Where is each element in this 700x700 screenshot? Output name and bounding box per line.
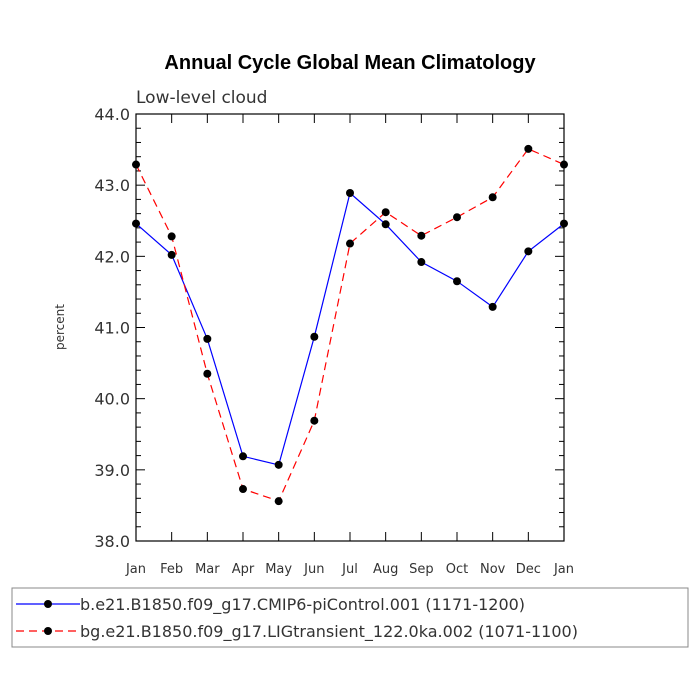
x-tick-label: Sep	[409, 562, 434, 577]
x-tick-label: Aug	[373, 562, 398, 577]
data-point	[346, 188, 354, 197]
data-point	[132, 219, 140, 228]
data-point	[274, 460, 283, 469]
data-point	[453, 277, 461, 286]
data-point	[524, 247, 533, 256]
series-2	[132, 144, 568, 506]
x-tick-label: Feb	[160, 562, 183, 577]
legend-marker	[44, 600, 52, 608]
data-point	[417, 231, 426, 240]
y-tick-label: 42.0	[94, 247, 130, 266]
data-point	[488, 193, 497, 202]
data-point	[560, 160, 568, 169]
data-point	[524, 144, 533, 153]
data-point	[239, 452, 247, 461]
data-point	[346, 239, 354, 248]
data-point	[203, 369, 212, 378]
data-point	[417, 258, 426, 267]
x-tick-label: Apr	[232, 562, 255, 577]
data-point	[310, 332, 319, 341]
y-tick-label: 41.0	[94, 319, 130, 338]
data-point	[381, 220, 390, 229]
data-point	[203, 334, 212, 343]
series-line	[135, 191, 565, 466]
x-tick-label: Nov	[480, 562, 506, 577]
x-tick-label: Mar	[195, 562, 220, 577]
y-axis-label: percent	[53, 304, 67, 350]
legend-label: b.e21.B1850.f09_g17.CMIP6-piControl.001 …	[80, 595, 525, 615]
x-tick-label: Jan	[125, 562, 146, 577]
data-point	[274, 497, 283, 506]
x-tick-label: Jul	[341, 562, 358, 577]
y-tick-label: 39.0	[94, 461, 130, 480]
data-point	[167, 250, 176, 259]
chart-title: Annual Cycle Global Mean Climatology	[164, 52, 536, 74]
data-point	[560, 219, 568, 228]
data-point	[132, 160, 140, 169]
x-tick-label: Oct	[446, 562, 468, 577]
data-point	[239, 485, 247, 494]
data-point	[310, 416, 319, 425]
legend: b.e21.B1850.f09_g17.CMIP6-piControl.001 …	[11, 587, 689, 648]
data-point	[167, 232, 176, 241]
legend-box	[11, 587, 689, 648]
data-point	[381, 208, 390, 217]
series-1	[132, 188, 568, 469]
data-point	[453, 213, 461, 222]
series-line	[135, 148, 565, 502]
x-tick-label: May	[265, 562, 292, 577]
chart-subtitle: Low-level cloud	[136, 88, 267, 108]
x-tick-label: Jan	[553, 562, 574, 577]
axes: 38.0 39.0 40.0 41.0 42.0 43.0 44.0 Jan Feb Mar Apr…	[94, 105, 574, 577]
y-tick-label: 44.0	[94, 105, 130, 124]
data-point	[488, 302, 497, 311]
x-tick-label: Dec	[516, 562, 541, 577]
legend-marker	[44, 627, 52, 635]
y-tick-label: 38.0	[94, 532, 130, 551]
y-tick-label: 43.0	[94, 176, 130, 195]
legend-label: bg.e21.B1850.f09_g17.LIGtransient_122.0k…	[80, 622, 578, 642]
plot-frame	[135, 113, 565, 542]
x-tick-label: Jun	[303, 562, 324, 577]
series-layer	[132, 144, 568, 506]
y-tick-label: 40.0	[94, 390, 130, 409]
